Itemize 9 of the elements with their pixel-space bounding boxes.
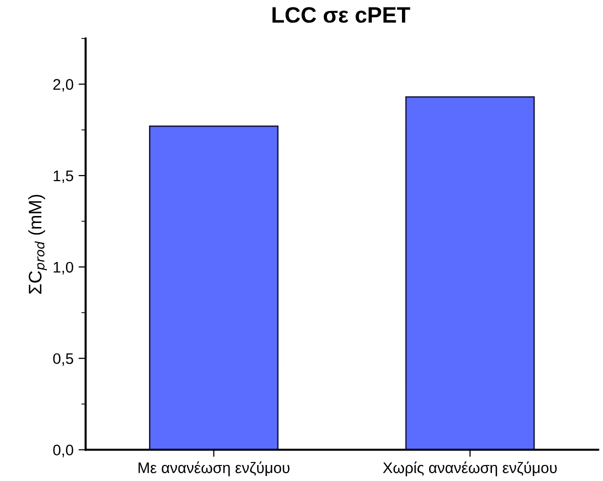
y-axis-title: ΣC$_{prod}$ (mM) bbox=[28, 194, 47, 294]
x-tick-label: Με ανανέωση ενζύμου bbox=[138, 462, 290, 476]
x-tick-label: Χωρίς ανανέωση ενζύμου bbox=[382, 462, 557, 476]
y-tick-label: 2,0 bbox=[53, 79, 74, 92]
y-tick-label: 0,5 bbox=[53, 353, 74, 366]
y-tick-label: 1,5 bbox=[54, 170, 74, 184]
y-tick-label: 1,0 bbox=[54, 262, 74, 274]
y-tick-label: 0,0 bbox=[53, 444, 74, 458]
chart-title: LCC σε cPET bbox=[272, 7, 410, 23]
